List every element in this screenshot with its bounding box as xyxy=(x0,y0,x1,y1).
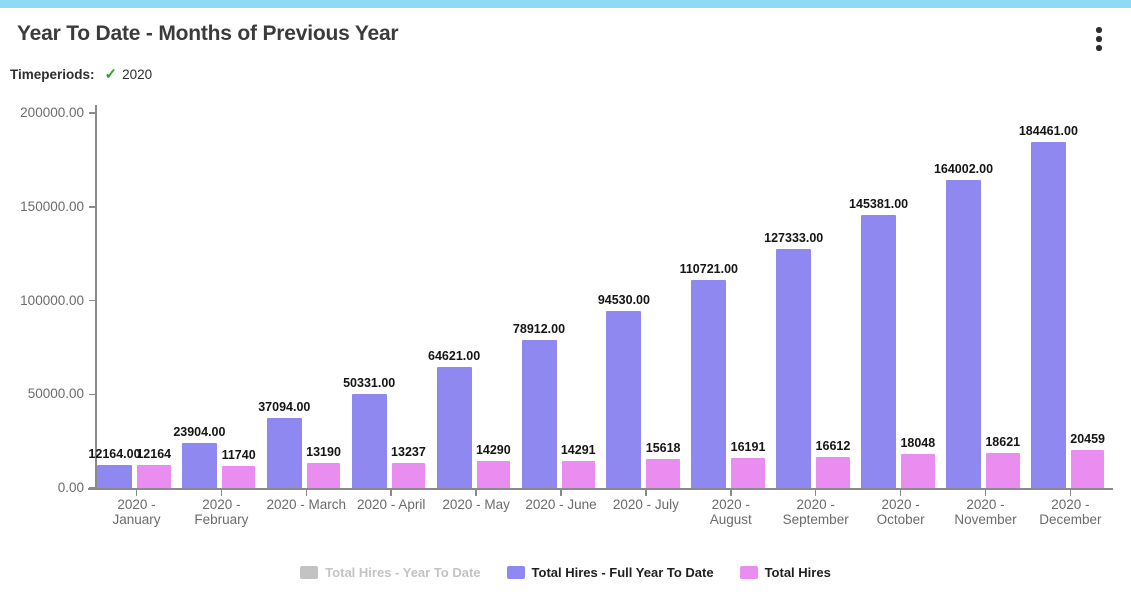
legend-label: Total Hires xyxy=(764,565,831,580)
chart-legend: Total Hires - Year To Date Total Hires - … xyxy=(0,565,1131,580)
bar-total-hires[interactable] xyxy=(1070,449,1105,488)
bar-total-hires[interactable] xyxy=(391,463,426,488)
bar-total-hires[interactable] xyxy=(476,461,511,488)
bar-total-hires[interactable] xyxy=(646,458,680,488)
x-axis-tick xyxy=(1069,489,1072,496)
y-axis-tick xyxy=(89,299,96,302)
timeperiods-label: Timeperiods: xyxy=(10,67,95,82)
bar-total-hires-full-year-to-date[interactable] xyxy=(861,215,897,488)
bar-value-label: 37094.00 xyxy=(258,400,311,415)
x-axis-tick xyxy=(220,489,223,496)
bar-value-label: 64621.00 xyxy=(428,348,481,363)
x-axis-tick xyxy=(984,489,987,496)
x-axis-tick xyxy=(390,489,392,496)
bar-total-hires-full-year-to-date[interactable] xyxy=(1030,142,1066,488)
bar-value-label: 78912.00 xyxy=(512,322,566,337)
bar-total-hires[interactable] xyxy=(816,456,850,488)
bar-total-hires[interactable] xyxy=(306,463,341,488)
bar-total-hires-full-year-to-date[interactable] xyxy=(181,443,217,488)
legend-item-total-hires-full-year-to-date[interactable]: Total Hires - Full Year To Date xyxy=(506,565,714,580)
bar-total-hires-full-year-to-date[interactable] xyxy=(436,366,472,488)
bar-total-hires-full-year-to-date[interactable] xyxy=(266,418,302,488)
x-axis-category-label: 2020 - September xyxy=(782,497,849,527)
y-axis-tick-label: 200000.00 xyxy=(20,105,84,120)
x-axis-category-label: 2020 - February xyxy=(194,497,249,527)
x-axis-category-label: 2020 - May xyxy=(442,497,510,512)
page-title: Year To Date - Months of Previous Year xyxy=(17,22,399,45)
x-axis-tick xyxy=(135,489,138,496)
bar-value-label: 23904.00 xyxy=(173,425,226,440)
legend-item-total-hires-year-to-date[interactable]: Total Hires - Year To Date xyxy=(300,565,481,580)
widget-accent-bar xyxy=(0,0,1131,8)
kebab-dot xyxy=(1096,45,1102,51)
bar-total-hires[interactable] xyxy=(221,465,256,488)
x-axis-category-label: 2020 - July xyxy=(612,497,679,512)
x-axis-tick xyxy=(305,489,308,496)
bar-value-label: 184461.00 xyxy=(1018,124,1078,139)
x-axis-category-label: 2020 - March xyxy=(266,497,347,512)
y-axis-tick xyxy=(89,487,96,489)
bar-value-label: 110721.00 xyxy=(679,262,738,277)
bar-total-hires-full-year-to-date[interactable] xyxy=(946,180,981,488)
bar-total-hires-full-year-to-date[interactable] xyxy=(606,310,642,488)
bar-value-label: 145381.00 xyxy=(849,197,909,212)
legend-item-total-hires[interactable]: Total Hires xyxy=(739,565,831,580)
legend-swatch xyxy=(506,566,525,579)
x-axis-tick xyxy=(475,489,477,496)
y-axis-tick-label: 150000.00 xyxy=(20,198,84,214)
x-axis-tick xyxy=(814,489,817,496)
bar-value-label: 127333.00 xyxy=(764,231,824,246)
legend-label: Total Hires - Year To Date xyxy=(325,565,481,580)
y-axis-line xyxy=(95,105,97,489)
x-axis-category-label: 2020 - April xyxy=(357,497,426,512)
bar-total-hires[interactable] xyxy=(561,461,595,488)
bar-total-hires-full-year-to-date[interactable] xyxy=(776,249,812,488)
kebab-dot xyxy=(1096,36,1102,42)
bar-total-hires-full-year-to-date[interactable] xyxy=(691,280,727,488)
y-axis-tick-label: 50000.00 xyxy=(27,386,84,402)
bar-total-hires[interactable] xyxy=(901,454,935,488)
x-axis-category-label: 2020 - June xyxy=(525,497,597,512)
timeperiods-filter-row: Timeperiods: ✓ 2020 xyxy=(10,67,152,82)
bar-total-hires-full-year-to-date[interactable] xyxy=(351,393,387,488)
y-axis-tick xyxy=(89,206,96,208)
legend-label: Total Hires - Full Year To Date xyxy=(531,565,714,580)
legend-swatch xyxy=(739,566,758,579)
bar-total-hires[interactable] xyxy=(137,465,171,488)
x-axis-tick xyxy=(899,489,902,496)
y-axis-tick xyxy=(89,112,96,114)
x-axis-category-label: 2020 - November xyxy=(954,497,1017,527)
x-axis-line xyxy=(88,488,1113,490)
x-axis-category-label: 2020 - December xyxy=(1039,497,1102,527)
check-icon: ✓ xyxy=(104,66,118,83)
x-axis-category-label: 2020 - October xyxy=(876,497,925,527)
bar-total-hires-full-year-to-date[interactable] xyxy=(97,465,132,488)
y-axis-tick xyxy=(89,393,96,395)
x-axis-tick xyxy=(645,489,647,496)
bar-value-label: 12164.00 xyxy=(88,447,141,462)
bar-value-label: 50331.00 xyxy=(343,375,396,390)
x-axis-category-label: 2020 - January xyxy=(112,497,161,527)
bar-total-hires[interactable] xyxy=(731,457,765,488)
x-axis-tick xyxy=(560,489,562,496)
timeperiod-chip-2020[interactable]: ✓ 2020 xyxy=(105,67,153,82)
kebab-dot xyxy=(1096,27,1102,33)
bar-total-hires[interactable] xyxy=(986,453,1020,488)
timeperiod-value: 2020 xyxy=(122,67,153,82)
y-axis-tick-label: 100000.00 xyxy=(20,292,84,308)
bar-value-label: 94530.00 xyxy=(597,292,650,307)
y-axis-tick-label: 0.00 xyxy=(57,480,84,495)
x-axis-category-label: 2020 - August xyxy=(709,497,752,527)
bar-total-hires-full-year-to-date[interactable] xyxy=(521,340,557,488)
kebab-menu-icon[interactable] xyxy=(1092,27,1106,53)
legend-swatch xyxy=(300,566,319,579)
x-axis-tick xyxy=(730,489,732,496)
bar-value-label: 164002.00 xyxy=(933,162,994,177)
